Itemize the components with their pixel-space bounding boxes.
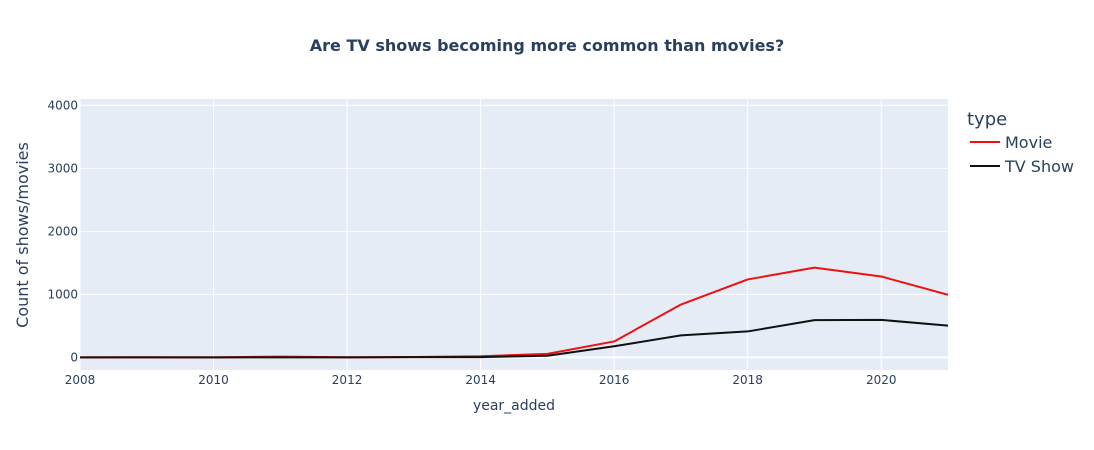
chart-title: Are TV shows becoming more common than m… [310, 36, 784, 55]
x-axis-title: year_added [473, 398, 555, 414]
y-axis-title: Count of shows/movies [13, 142, 32, 328]
y-tick-label: 2000 [47, 224, 78, 238]
plot-area [80, 99, 948, 370]
x-tick-label: 2016 [599, 373, 630, 387]
y-tick-label: 3000 [47, 161, 78, 175]
x-tick-label: 2014 [465, 373, 496, 387]
x-axis-ticks: 2008 2010 2012 2014 2016 2018 2020 [65, 373, 897, 387]
x-tick-label: 2010 [198, 373, 229, 387]
x-tick-label: 2018 [732, 373, 763, 387]
grid [79, 99, 948, 370]
y-tick-label: 1000 [47, 287, 78, 301]
y-axis-ticks: 0 1000 2000 3000 4000 [47, 98, 78, 364]
legend-title: type [967, 109, 1007, 130]
series-lines [80, 266, 948, 359]
y-tick-label: 0 [70, 350, 78, 364]
x-tick-label: 2008 [65, 373, 96, 387]
legend-item-label: Movie [1005, 133, 1052, 152]
y-tick-label: 4000 [47, 98, 78, 112]
series-line-tv-show [80, 318, 948, 359]
legend: type Movie TV Show [967, 109, 1074, 176]
x-tick-label: 2020 [866, 373, 897, 387]
x-tick-label: 2012 [332, 373, 363, 387]
legend-item-label: TV Show [1004, 157, 1074, 176]
